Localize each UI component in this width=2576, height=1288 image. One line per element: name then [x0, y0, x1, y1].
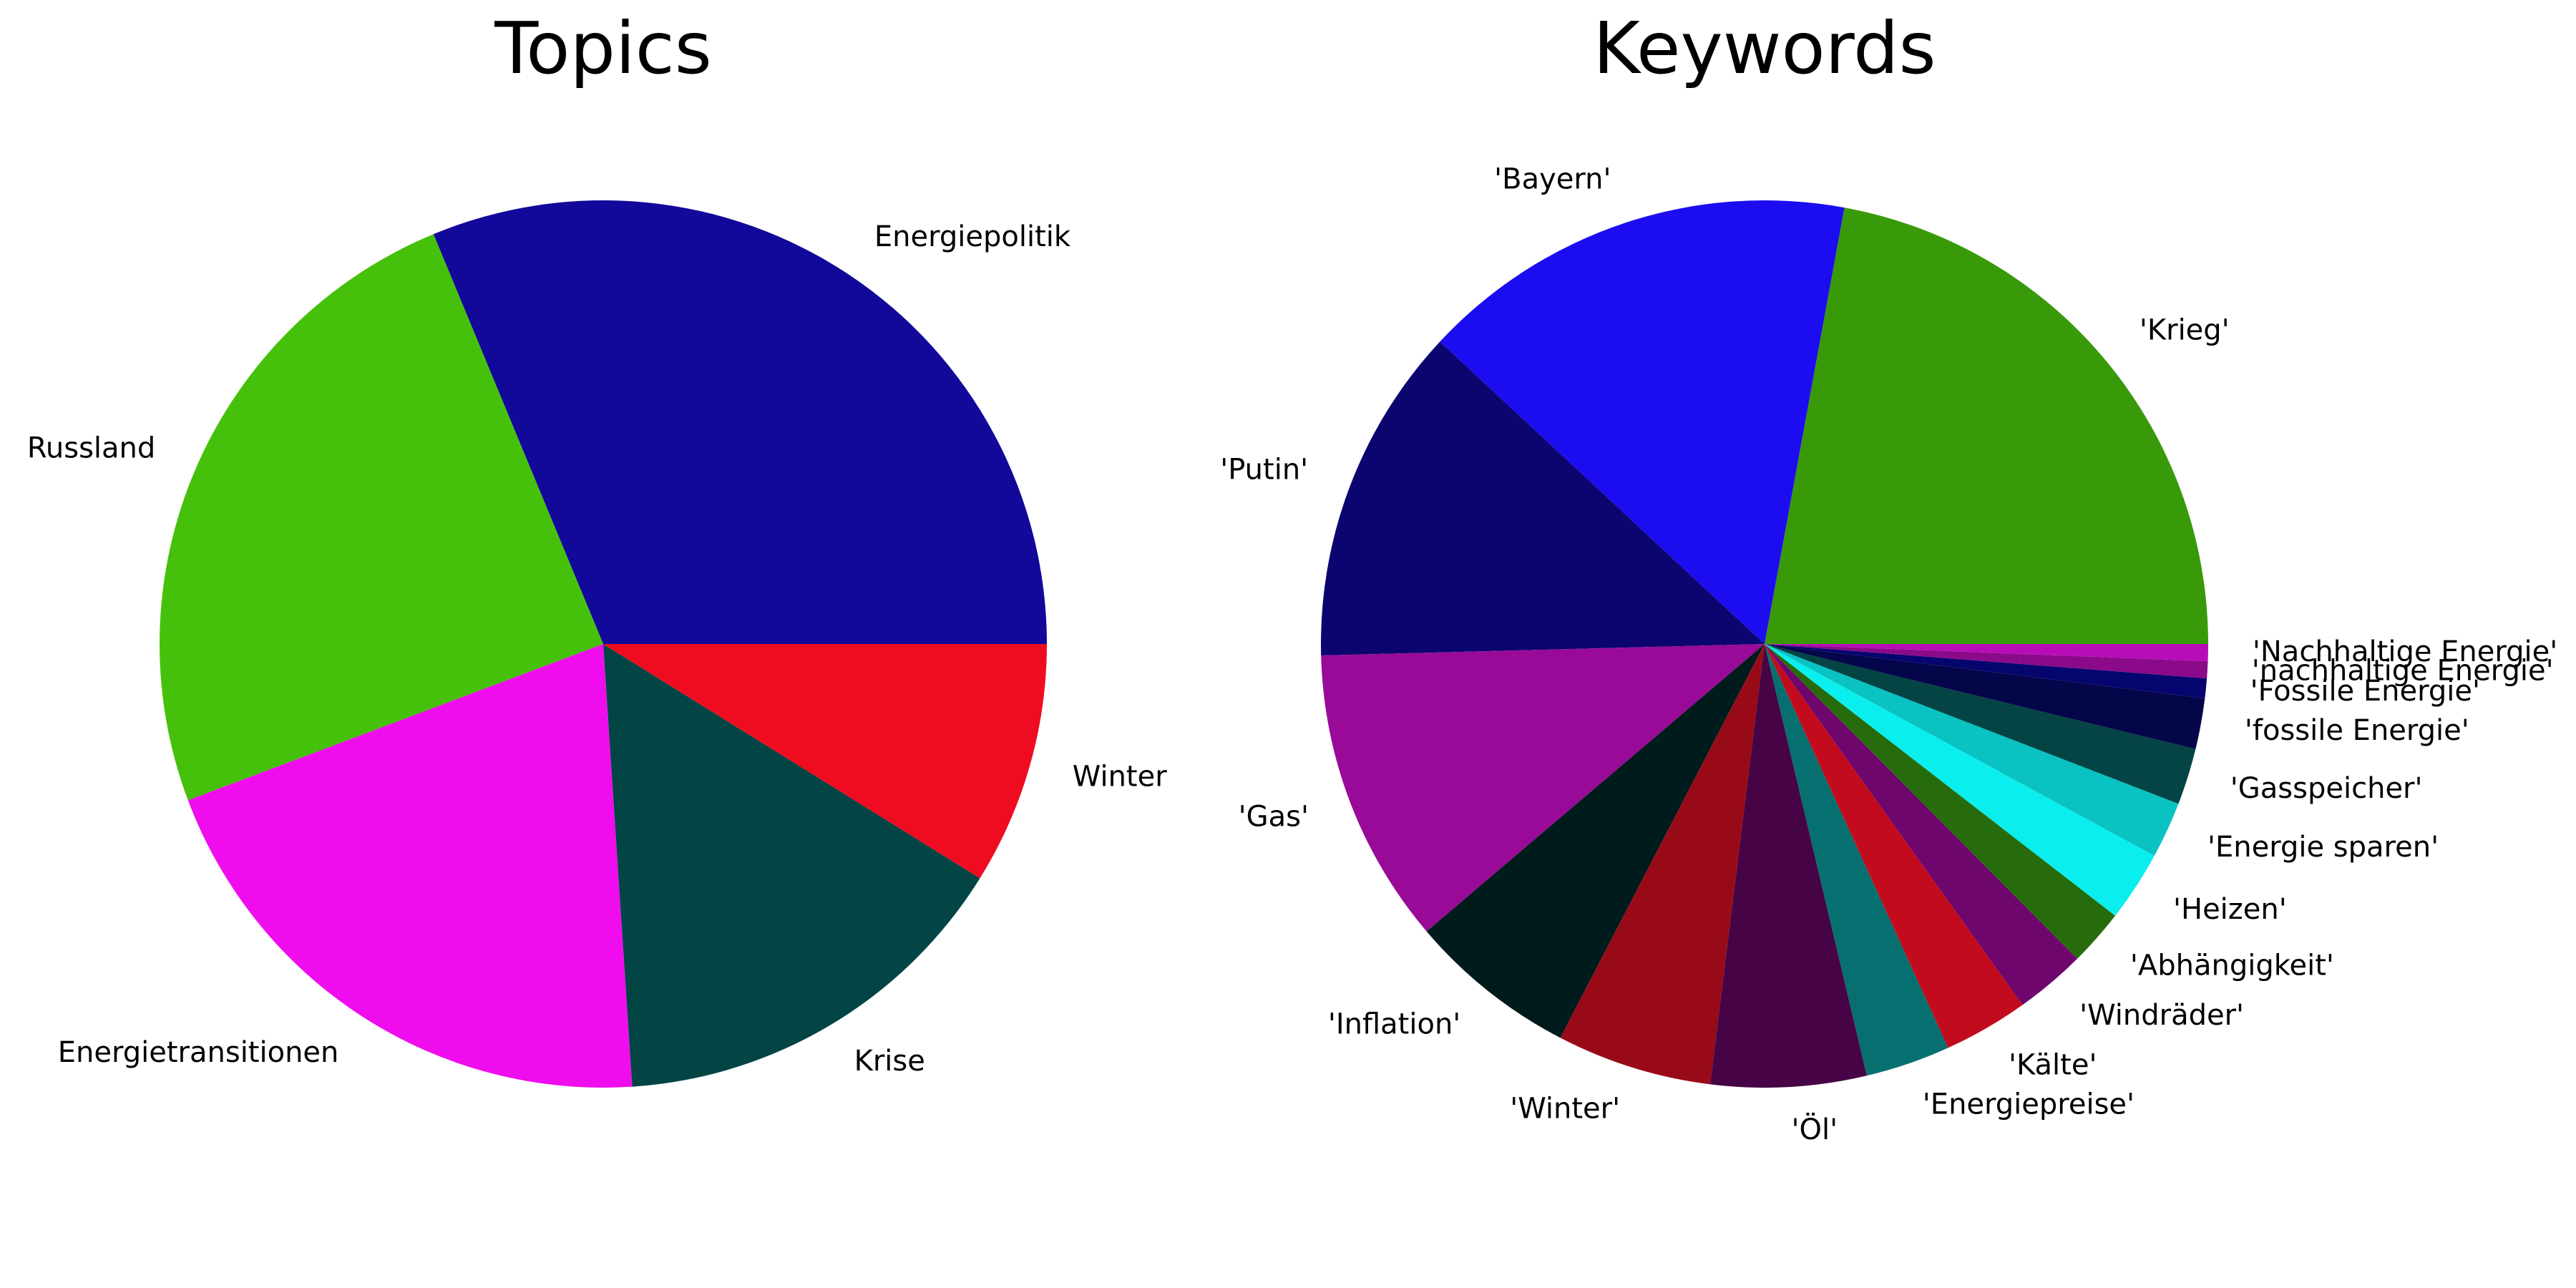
keywords-label-gas: 'Gas' — [1239, 801, 1309, 834]
topics-label-winter: Winter — [1073, 760, 1167, 793]
keywords-label-nachhaltige-energie: 'nachhaltige Energie' — [2252, 655, 2554, 688]
topics-slice-russland — [159, 234, 603, 801]
keywords-slice-windraeder — [1765, 644, 2077, 1005]
keywords-slice-putin — [1321, 341, 1765, 656]
keywords-slice-nachhaltige-energie — [1765, 644, 2208, 662]
topics-slice-labels: Energiepolitik Russland Energietransitione… — [27, 220, 1167, 1078]
keywords-slice-energie-sparen — [1765, 644, 2179, 857]
keywords-slice-inflation — [1426, 644, 1765, 1038]
keywords-label-kaelte: 'Kälte' — [2009, 1049, 2097, 1082]
keywords-label-bayern: 'Bayern' — [1494, 163, 1611, 196]
topics-slice-energietransitionen — [187, 644, 633, 1088]
keywords-label-energiepreise: 'Energiepreise' — [1923, 1088, 2135, 1121]
keywords-slice-bayern — [1440, 200, 1845, 644]
keywords-label-fossile-energie: 'Fossile Energie' — [2250, 675, 2480, 708]
keywords-label-abhaengigkeit: 'Abhängigkeit' — [2130, 950, 2334, 982]
keywords-slice-nachhaltige-energie — [1765, 644, 2208, 679]
keywords-label-inflation: 'Inflation' — [1328, 1008, 1460, 1041]
keywords-label-putin: 'Putin' — [1220, 454, 1308, 487]
keywords-label-gasspeicher: 'Gasspeicher' — [2230, 772, 2423, 805]
keywords-label-heizen: 'Heizen' — [2173, 893, 2287, 926]
keywords-slice-heizen — [1765, 644, 2155, 916]
keywords-slice-fossile-energie — [1765, 644, 2205, 749]
topics-slice-energiepolitik — [433, 200, 1047, 645]
keywords-label-nachhaltige-energie: 'Nachhaltige Energie' — [2253, 635, 2557, 668]
topics-slice-krise — [603, 644, 980, 1087]
keywords-label-fossile-energie: 'fossile Energie' — [2245, 714, 2469, 747]
keywords-slice-labels: 'Krieg' 'Bayern' 'Putin' 'Gas' 'Inflation' 'W… — [1220, 163, 2557, 1146]
keywords-slice-oel — [1710, 644, 1867, 1088]
topics-label-energiepolitik: Energiepolitik — [874, 220, 1071, 253]
keywords-slice-energiepreise — [1765, 644, 1948, 1076]
keywords-slice-gasspeicher — [1765, 644, 2196, 804]
keywords-pie-chart: Keywords 'Krieg' 'Bayern' 'Putin' 'Gas' 'Inf… — [1220, 6, 2557, 1146]
keywords-label-energie-sparen: 'Energie sparen' — [2207, 831, 2439, 864]
keywords-slices — [1321, 200, 2208, 1088]
topics-slices — [159, 200, 1047, 1088]
topics-label-russland: Russland — [27, 432, 155, 465]
keywords-label-krieg: 'Krieg' — [2140, 313, 2230, 346]
keywords-slice-kaelte — [1765, 644, 2023, 1048]
keywords-label-windraeder: 'Windräder' — [2079, 999, 2244, 1032]
topics-pie-chart: Topics Energiepolitik Russland Energietran… — [27, 6, 1167, 1088]
keywords-slice-fossile-energie — [1765, 644, 2207, 698]
topics-slice-winter — [603, 644, 1047, 879]
topics-label-energietransitionen: Energietransitionen — [58, 1036, 339, 1069]
keywords-label-oel: 'Öl' — [1792, 1112, 1838, 1146]
keywords-slice-winter — [1560, 644, 1765, 1085]
topics-chart-title: Topics — [494, 6, 712, 90]
topics-label-krise: Krise — [854, 1045, 925, 1078]
keywords-chart-title: Keywords — [1593, 6, 1936, 90]
keywords-label-winter: 'Winter' — [1510, 1092, 1620, 1125]
keywords-slice-gas — [1321, 644, 1765, 932]
keywords-slice-abhaengigkeit — [1765, 644, 2116, 959]
keywords-slice-krieg — [1765, 208, 2208, 644]
